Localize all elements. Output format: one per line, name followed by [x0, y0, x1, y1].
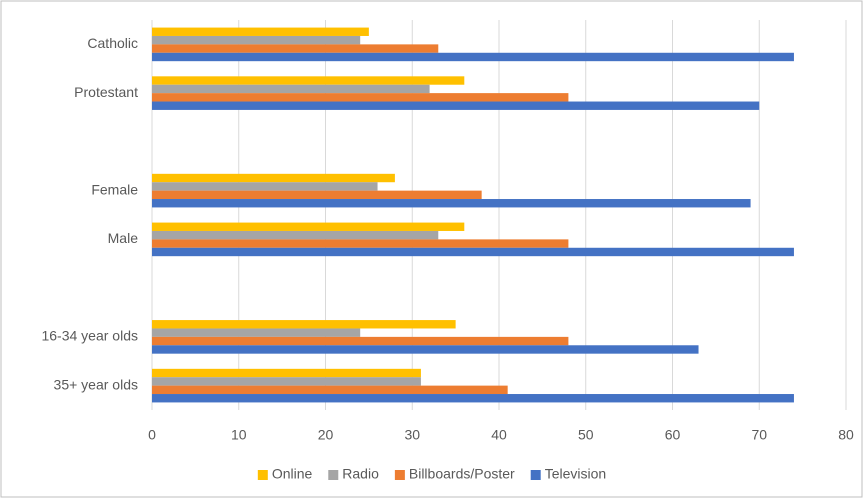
bar	[152, 368, 421, 378]
bar	[152, 35, 361, 45]
legend-swatch	[530, 470, 541, 480]
legend-label: Television	[545, 466, 606, 482]
bar	[152, 84, 430, 94]
bar	[152, 199, 751, 208]
legend-swatch	[257, 470, 268, 480]
y-tick-label: 16-34 year olds	[41, 328, 138, 344]
bar	[152, 239, 569, 248]
bar	[152, 93, 569, 102]
legend-label: Billboards/Poster	[409, 466, 515, 482]
x-tick-label: 30	[404, 427, 420, 443]
bar	[152, 320, 456, 329]
y-tick-label: 35+ year olds	[54, 376, 138, 392]
bar	[152, 76, 465, 85]
bar	[152, 101, 760, 110]
y-tick-label: Protestant	[74, 84, 138, 100]
legend-label: Online	[272, 466, 313, 482]
x-tick-label: 50	[578, 427, 594, 443]
bar	[152, 173, 395, 183]
bar	[152, 52, 794, 62]
legend-swatch	[394, 470, 405, 480]
bar	[152, 44, 439, 53]
x-tick-label: 10	[231, 427, 247, 443]
x-tick-label: 20	[318, 427, 334, 443]
x-tick-label: 80	[838, 427, 854, 443]
bar	[152, 27, 369, 36]
bar	[152, 328, 361, 337]
x-tick-label: 0	[148, 427, 156, 443]
y-tick-label: Male	[108, 230, 139, 246]
bar	[152, 336, 569, 346]
legend-label: Radio	[342, 466, 379, 482]
bar	[152, 385, 508, 395]
bar	[152, 394, 794, 403]
y-tick-label: Catholic	[87, 35, 138, 51]
bar	[152, 222, 465, 231]
bar	[152, 377, 421, 386]
bar	[152, 247, 794, 257]
bar	[152, 230, 439, 240]
x-tick-label: 40	[491, 427, 507, 443]
x-tick-label: 70	[751, 427, 767, 443]
bar	[152, 345, 699, 354]
bar	[152, 182, 378, 191]
bar	[152, 190, 482, 200]
legend-swatch	[328, 470, 339, 480]
x-tick-label: 60	[665, 427, 681, 443]
y-tick-label: Female	[91, 181, 138, 197]
